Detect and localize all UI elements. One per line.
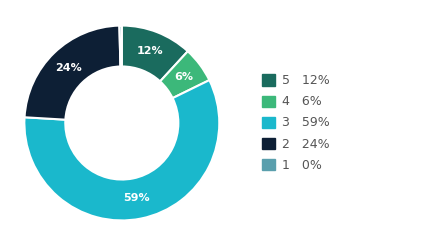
Wedge shape [120, 26, 122, 66]
Wedge shape [122, 26, 188, 81]
Text: 12%: 12% [136, 46, 163, 56]
Text: 59%: 59% [124, 194, 150, 203]
Legend: 5   12%, 4   6%, 3   59%, 2   24%, 1   0%: 5 12%, 4 6%, 3 59%, 2 24%, 1 0% [262, 74, 330, 172]
Wedge shape [24, 26, 120, 120]
Wedge shape [24, 80, 219, 220]
Wedge shape [160, 51, 210, 98]
Text: 24%: 24% [55, 63, 82, 73]
Text: 6%: 6% [174, 72, 193, 82]
